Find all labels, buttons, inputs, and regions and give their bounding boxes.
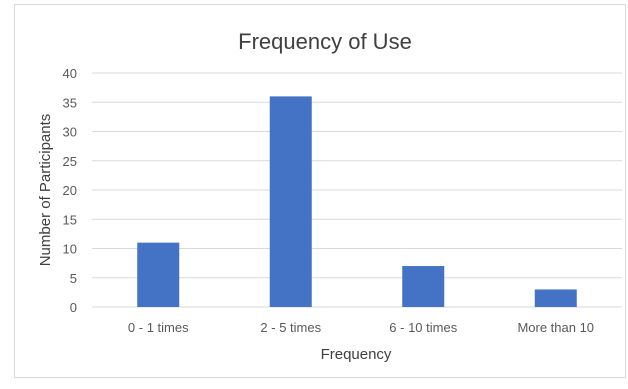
gridlines [92,72,622,308]
y-axis-ticks: 0 5 10 15 20 25 30 35 40 [63,66,77,315]
x-tick-label: More than 10 [517,320,594,335]
y-tick-label: 20 [63,183,77,198]
y-tick-label: 10 [63,242,77,257]
y-tick-label: 0 [70,300,77,315]
y-tick-label: 15 [63,212,77,227]
y-tick-label: 30 [63,125,77,140]
bar [269,96,312,308]
x-axis-title: Frequency [321,346,392,363]
y-tick-label: 5 [70,271,77,286]
x-axis-ticks: 0 - 1 times 2 - 5 times 6 - 10 times More t… [128,320,594,335]
y-tick-label: 35 [63,95,77,110]
y-tick-label: 40 [63,66,77,81]
x-tick-label: 6 - 10 times [389,320,457,335]
x-tick-label: 2 - 5 times [260,320,321,335]
x-tick-label: 0 - 1 times [128,320,189,335]
chart-title: Frequency of Use [238,29,412,54]
bar [402,266,445,307]
y-axis-title: Number of Participants [37,114,54,267]
bar [534,289,577,307]
bars [137,96,577,308]
bar [137,242,180,307]
y-tick-label: 25 [63,154,77,169]
